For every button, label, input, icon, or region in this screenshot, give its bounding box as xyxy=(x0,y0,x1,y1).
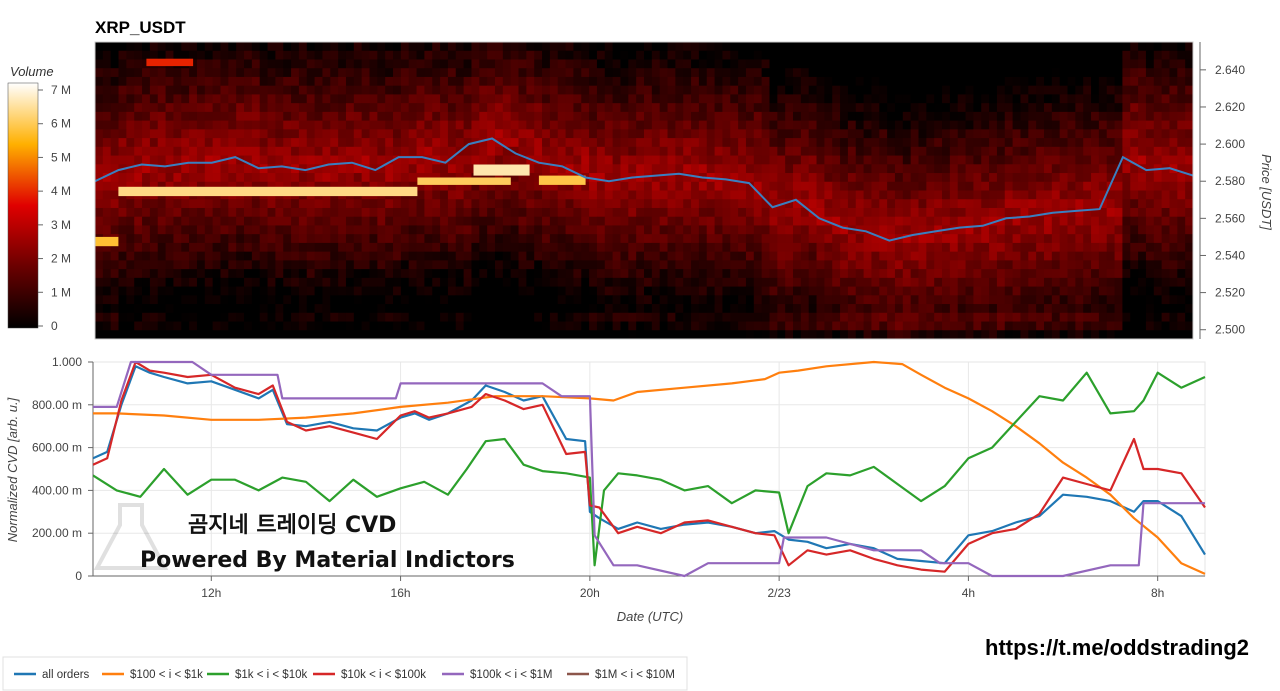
heatmap-frame xyxy=(94,41,1194,340)
cvd-x-tick-label: 12h xyxy=(201,586,221,600)
cvd-y-tick-label: 800.00 m xyxy=(32,398,82,412)
series-line xyxy=(93,371,1206,567)
colorbar-tick-label: 2 M xyxy=(51,252,71,266)
legend-label: $100 < i < $1k xyxy=(130,669,203,681)
cvd-y-tick-label: 1.000 xyxy=(52,355,82,369)
cvd-y-tick-label: 200.00 m xyxy=(32,526,82,540)
series-line xyxy=(93,360,1205,578)
volume-band xyxy=(118,186,418,197)
series-line xyxy=(93,360,1206,575)
cvd-y-axis-label: Normalized CVD [arb. u.] xyxy=(5,397,20,542)
legend-label: $1M < i < $10M xyxy=(595,669,675,681)
series-line xyxy=(93,360,1206,573)
colorbar-tick-label: 1 M xyxy=(51,285,71,299)
cvd-y-ticks: 0 200.00 m 400.00 m 600.00 m 800.00 m 1.000 xyxy=(32,355,93,583)
legend-item[interactable]: all orders xyxy=(14,669,90,681)
legend-label: $100k < i < $1M xyxy=(470,669,552,681)
cvd-x-tick-label: 4h xyxy=(962,586,975,600)
price-line-group xyxy=(95,137,1193,242)
legend-item[interactable]: $100 < i < $1k xyxy=(102,669,203,681)
cvd-lines xyxy=(93,360,1206,578)
colorbar-tick-label: 7 M xyxy=(51,83,71,97)
cvd-x-tick-label: 8h xyxy=(1151,586,1164,600)
cvd-y-tick-label: 400.00 m xyxy=(32,483,82,497)
watermark-line-2: Powered By Material Indictors xyxy=(140,548,515,573)
watermark-line-1: 곰지네 트레이딩 CVD xyxy=(188,513,396,538)
colorbar-tick-label: 3 M xyxy=(51,218,71,232)
colorbar-title: Volume xyxy=(10,64,54,79)
legend-item[interactable]: $1M < i < $10M xyxy=(567,669,675,681)
colorbar-tick-label: 4 M xyxy=(51,184,71,198)
series-line xyxy=(93,365,1206,565)
price-line xyxy=(95,137,1193,242)
legend-label: $10k < i < $100k xyxy=(341,669,426,681)
flask-icon xyxy=(93,503,169,570)
price-tick-label: 2.560 xyxy=(1215,211,1245,225)
cvd-x-tick-label: 2/23 xyxy=(767,586,791,600)
legend-label: $1k < i < $10k xyxy=(235,669,307,681)
volume-band xyxy=(473,164,530,176)
price-tick-label: 2.600 xyxy=(1215,137,1245,151)
cvd-y-tick-label: 0 xyxy=(75,569,82,583)
colorbar-ticks: 0 1 M 2 M 3 M 4 M 5 M 6 M 7 M xyxy=(38,83,71,333)
legend-item[interactable]: $1k < i < $10k xyxy=(207,669,307,681)
volume-band xyxy=(538,175,586,185)
price-axis: 2.500 2.520 2.540 2.560 2.580 2.600 2.620 2.640 xyxy=(1199,42,1245,339)
price-tick-label: 2.500 xyxy=(1215,323,1245,337)
legend: all orders $100 < i < $1k $1k < i < $10k $1… xyxy=(14,669,675,681)
legend-label: all orders xyxy=(42,669,90,681)
cvd-x-axis-label: Date (UTC) xyxy=(617,609,683,624)
price-tick-label: 2.540 xyxy=(1215,248,1245,262)
colorbar xyxy=(7,82,39,329)
heatmap-cells xyxy=(95,42,1193,339)
colorbar-tick-label: 5 M xyxy=(51,150,71,164)
colorbar-tick-label: 0 xyxy=(51,319,58,333)
cvd-y-tick-label: 600.00 m xyxy=(32,441,82,455)
heatmap-title: XRP_USDT xyxy=(95,18,186,37)
volume-band xyxy=(95,236,119,247)
colorbar-tick-label: 6 M xyxy=(51,117,71,131)
watermark: 곰지네 트레이딩 CVD Powered By Material Indicto… xyxy=(93,503,515,573)
legend-item[interactable]: $100k < i < $1M xyxy=(442,669,552,681)
price-tick-label: 2.640 xyxy=(1215,63,1245,77)
price-tick-label: 2.620 xyxy=(1215,100,1245,114)
price-tick-label: 2.520 xyxy=(1215,286,1245,300)
cvd-x-ticks: 12h 16h 20h 2/23 4h 8h xyxy=(201,576,1164,600)
price-axis-label: Price [USDT] xyxy=(1259,154,1274,230)
volume-band xyxy=(417,177,511,185)
price-tick-label: 2.580 xyxy=(1215,174,1245,188)
cvd-x-tick-label: 20h xyxy=(580,586,600,600)
volume-band xyxy=(146,58,194,67)
legend-item[interactable]: $10k < i < $100k xyxy=(313,669,426,681)
telegram-link[interactable]: https://t.me/oddstrading2 xyxy=(985,635,1249,660)
cvd-x-tick-label: 16h xyxy=(391,586,411,600)
